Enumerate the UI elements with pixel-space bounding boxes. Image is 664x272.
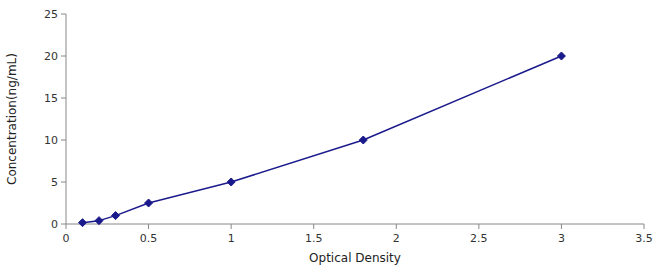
y-tick-label: 15 [44,92,58,105]
x-tick [478,224,479,229]
x-tick-label: 1.5 [305,232,323,245]
y-tick [61,182,66,183]
x-axis-line [66,224,644,225]
y-axis-label: Concentration(ng/mL) [5,53,19,185]
data-point [359,136,367,144]
data-point [557,52,565,60]
x-tick [313,224,314,229]
plot-area [79,52,566,227]
y-tick-label: 0 [51,218,58,231]
y-tick-label: 20 [44,50,58,63]
x-tick [231,224,232,229]
data-point [112,212,120,220]
y-tick [61,14,66,15]
x-tick [396,224,397,229]
data-point [227,178,235,186]
y-tick [61,140,66,141]
y-tick-label: 5 [51,176,58,189]
chart: 0 0.5 1 1.5 2 2.5 3 3.5 0 5 10 15 20 25 Optical Densit… [0,0,664,272]
y-tick-label: 25 [44,8,58,21]
chart-container: 0 0.5 1 1.5 2 2.5 3 3.5 0 5 10 15 20 25 Optical Densit… [0,0,664,272]
x-tick-label: 3 [558,232,565,245]
x-tick-label: 1 [228,232,235,245]
data-point [145,199,153,207]
data-point [95,217,103,225]
x-tick [148,224,149,229]
y-tick [61,224,66,225]
y-tick [61,56,66,57]
x-tick-label: 0.5 [140,232,158,245]
data-line [83,56,562,223]
x-tick-label: 2 [393,232,400,245]
x-tick-label: 0 [63,232,70,245]
x-tick [561,224,562,229]
x-tick [644,224,645,229]
data-point [79,219,87,227]
y-tick [61,98,66,99]
x-axis-label: Optical Density [309,251,401,265]
y-tick-label: 10 [44,134,58,147]
y-axis-line [66,14,67,224]
x-tick [66,224,67,229]
x-tick-label: 3.5 [635,232,653,245]
x-tick-label: 2.5 [470,232,488,245]
